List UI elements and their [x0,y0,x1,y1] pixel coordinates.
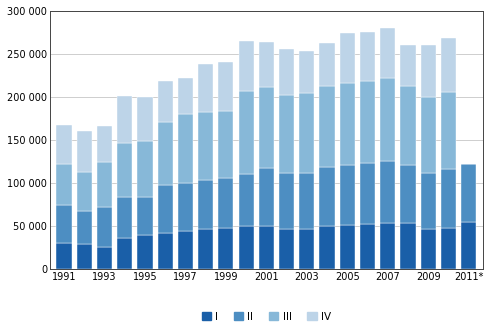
Bar [360,163,375,224]
Bar [178,231,193,269]
Bar [441,169,456,228]
Bar [339,83,355,165]
Bar [421,45,436,97]
Bar [239,174,254,226]
Bar [57,164,72,205]
Bar [319,226,335,269]
Bar [279,49,294,95]
Bar [97,247,112,269]
Bar [380,28,396,78]
Bar [421,229,436,269]
Bar [239,91,254,174]
Bar [178,183,193,231]
Bar [178,114,193,183]
Bar [299,229,314,269]
Bar [380,78,396,161]
Bar [400,86,416,165]
Bar [339,225,355,269]
Bar [218,228,234,269]
Bar [137,141,153,197]
Bar [259,226,274,269]
Bar [77,172,92,211]
Bar [117,238,132,269]
Bar [421,97,436,173]
Bar [218,111,234,178]
Bar [157,185,173,233]
Bar [299,92,314,173]
Bar [380,161,396,223]
Bar [259,87,274,168]
Bar [117,143,132,197]
Bar [137,97,153,141]
Bar [400,165,416,223]
Bar [218,178,234,228]
Bar [360,224,375,269]
Bar [400,223,416,269]
Bar [137,235,153,269]
Bar [339,33,355,83]
Bar [97,162,112,207]
Bar [57,243,72,269]
Bar [380,223,396,269]
Bar [279,95,294,174]
Bar [319,86,335,168]
Bar [461,222,476,269]
Bar [198,64,213,112]
Bar [198,112,213,180]
Bar [279,229,294,269]
Bar [198,180,213,229]
Bar [441,92,456,169]
Bar [360,81,375,163]
Bar [421,173,436,229]
Bar [239,226,254,269]
Bar [441,228,456,269]
Bar [117,96,132,143]
Bar [400,45,416,86]
Legend: I, II, III, IV: I, II, III, IV [198,308,335,326]
Bar [461,164,476,222]
Bar [97,207,112,247]
Bar [360,32,375,81]
Bar [441,38,456,92]
Bar [319,43,335,86]
Bar [259,42,274,87]
Bar [157,81,173,122]
Bar [77,244,92,269]
Bar [137,197,153,235]
Bar [239,41,254,91]
Bar [117,197,132,238]
Bar [299,173,314,229]
Bar [57,125,72,164]
Bar [97,126,112,162]
Bar [157,233,173,269]
Bar [77,211,92,244]
Bar [157,122,173,185]
Bar [77,131,92,172]
Bar [198,229,213,269]
Bar [218,62,234,111]
Bar [279,174,294,229]
Bar [339,165,355,225]
Bar [57,205,72,243]
Bar [319,168,335,226]
Bar [259,168,274,226]
Bar [299,51,314,92]
Bar [178,78,193,114]
